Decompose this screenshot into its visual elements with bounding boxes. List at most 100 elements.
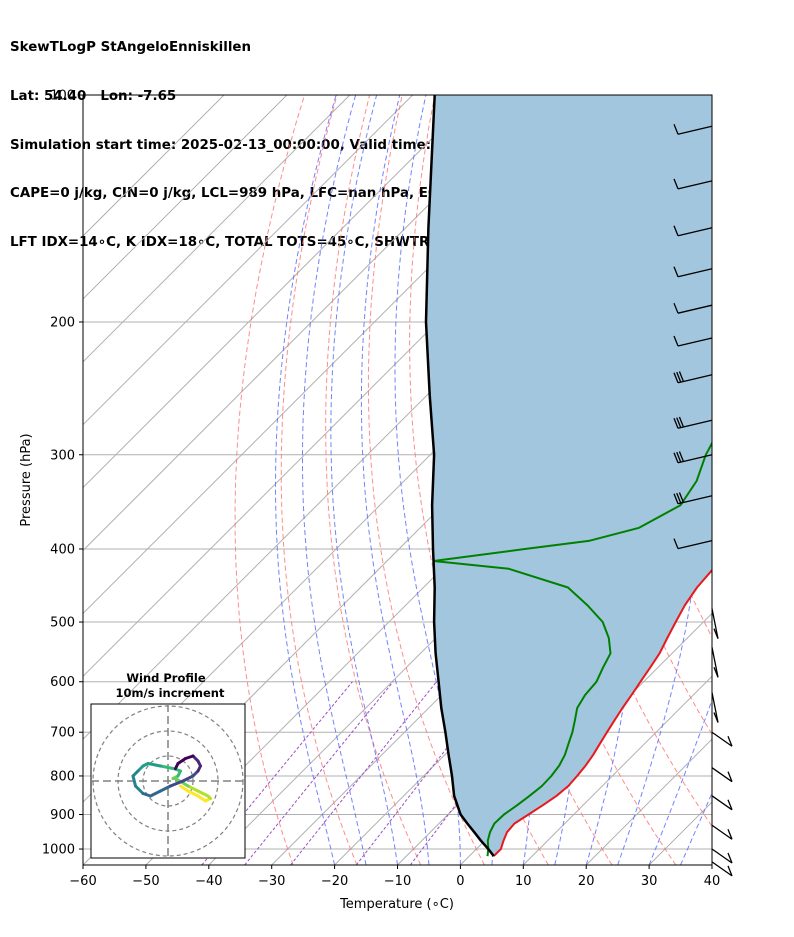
- barb-staff: [711, 767, 733, 783]
- wind-barbs: [673, 123, 733, 877]
- barb-staff: [677, 495, 713, 505]
- y-tick-label: 1000: [42, 843, 75, 858]
- hodograph-segment: [174, 762, 180, 770]
- cin-shading: [426, 95, 712, 857]
- barb-flag: [673, 418, 679, 429]
- hodograph-segment: [186, 784, 200, 793]
- barb-staff: [677, 454, 713, 464]
- isotherm-line: [83, 95, 225, 237]
- barb-staff: [677, 125, 713, 135]
- barb-flag: [673, 538, 679, 549]
- barb-flag: [678, 492, 685, 503]
- barb-flag: [678, 371, 685, 382]
- barb-flag: [727, 771, 733, 782]
- y-tick-label: 100: [50, 89, 75, 104]
- y-tick-label: 900: [50, 808, 75, 823]
- barb-flag: [676, 417, 682, 428]
- hodograph-segment: [159, 784, 172, 793]
- wind-barb: [711, 848, 733, 864]
- dry-adiabat: [280, 95, 358, 865]
- y-tick-label: 300: [50, 448, 75, 463]
- barb-flag: [673, 178, 679, 190]
- isotherm-line: [83, 95, 288, 300]
- wind-barb: [673, 492, 713, 505]
- wind-barb: [673, 416, 713, 429]
- hodograph-segment: [146, 762, 162, 768]
- barb-flag: [713, 712, 719, 723]
- barb-flag: [713, 628, 719, 639]
- hodograph-segment: [179, 784, 190, 793]
- wind-barb: [711, 608, 719, 639]
- moist-adiabat: [680, 791, 712, 865]
- barb-flag: [727, 799, 733, 811]
- isotherm-line: [83, 95, 414, 426]
- wind-barb: [673, 302, 713, 314]
- wind-barb: [673, 335, 713, 347]
- y-tick-label: 600: [50, 675, 75, 690]
- hodograph-segment: [196, 794, 207, 803]
- barb-staff: [711, 731, 733, 747]
- barb-flag: [673, 225, 679, 237]
- x-tick-label: −40: [195, 874, 222, 889]
- moist-adiabat: [648, 698, 712, 865]
- barb-flag: [673, 335, 679, 347]
- cape-cin-fill: [426, 95, 712, 857]
- y-tick-label: 500: [50, 616, 75, 631]
- barb-staff: [711, 692, 719, 723]
- wind-barb: [673, 225, 713, 237]
- barb-staff: [711, 848, 733, 864]
- barb-staff: [677, 540, 713, 550]
- y-tick-label: 400: [50, 542, 75, 557]
- barb-staff: [711, 824, 733, 840]
- dry-adiabat: [761, 95, 794, 865]
- moist-adiabat: [394, 95, 461, 865]
- y-tick-label: 200: [50, 315, 75, 330]
- x-tick-label: 20: [578, 874, 595, 889]
- wind-barb: [673, 123, 713, 135]
- hodograph-segment: [159, 764, 175, 770]
- barb-flag: [673, 302, 679, 314]
- moist-adiabat: [302, 95, 367, 865]
- wind-barb: [673, 371, 713, 384]
- hodograph-inset: Wind Profile 10m/s increment: [90, 671, 246, 859]
- x-tick-label: −50: [132, 874, 159, 889]
- mixing-ratio-line: [244, 681, 394, 865]
- barb-flag: [727, 829, 733, 840]
- isotherm-line: [83, 95, 351, 363]
- y-axis-label: Pressure (hPa): [19, 433, 34, 526]
- barb-staff: [677, 304, 713, 314]
- barb-flag: [673, 372, 679, 384]
- barb-flag: [676, 451, 682, 463]
- wind-barb: [673, 451, 713, 464]
- hodograph-segment: [169, 779, 185, 788]
- x-tick-label: 0: [456, 874, 464, 889]
- hodograph-segment: [149, 789, 162, 798]
- temperature-line: [493, 568, 712, 857]
- mixing-ratio-line: [290, 681, 437, 865]
- wind-barb: [673, 538, 713, 550]
- hodograph-segment: [176, 757, 187, 765]
- x-axis-label: Temperature (∘C): [339, 897, 454, 912]
- x-tick-label: −60: [69, 874, 96, 889]
- isotherm-line: [83, 95, 539, 552]
- moist-adiabat: [360, 95, 430, 865]
- barb-flag: [727, 735, 733, 747]
- x-tick-label: 40: [704, 874, 721, 889]
- moist-adiabat: [330, 95, 398, 865]
- y-axis-ticks: 100 200 300 400 500 600 700 800 900 1000: [42, 89, 83, 858]
- barb-flag: [673, 266, 679, 278]
- title: SkewTLogP StAngeloEnniskillen: [10, 40, 252, 56]
- hodograph-segment: [131, 774, 137, 788]
- x-tick-label: 10: [515, 874, 532, 889]
- x-tick-label: −30: [258, 874, 285, 889]
- hodograph-segment: [196, 789, 210, 798]
- hodograph-segment: [181, 774, 195, 783]
- wind-barb: [711, 647, 719, 678]
- hodograph-title: Wind Profile: [126, 671, 206, 685]
- dry-adiabat: [234, 95, 305, 865]
- barb-flag: [673, 123, 679, 135]
- wind-barb: [711, 824, 733, 840]
- x-tick-label: −10: [384, 874, 411, 889]
- barb-staff: [677, 227, 713, 237]
- wind-barb: [711, 692, 719, 723]
